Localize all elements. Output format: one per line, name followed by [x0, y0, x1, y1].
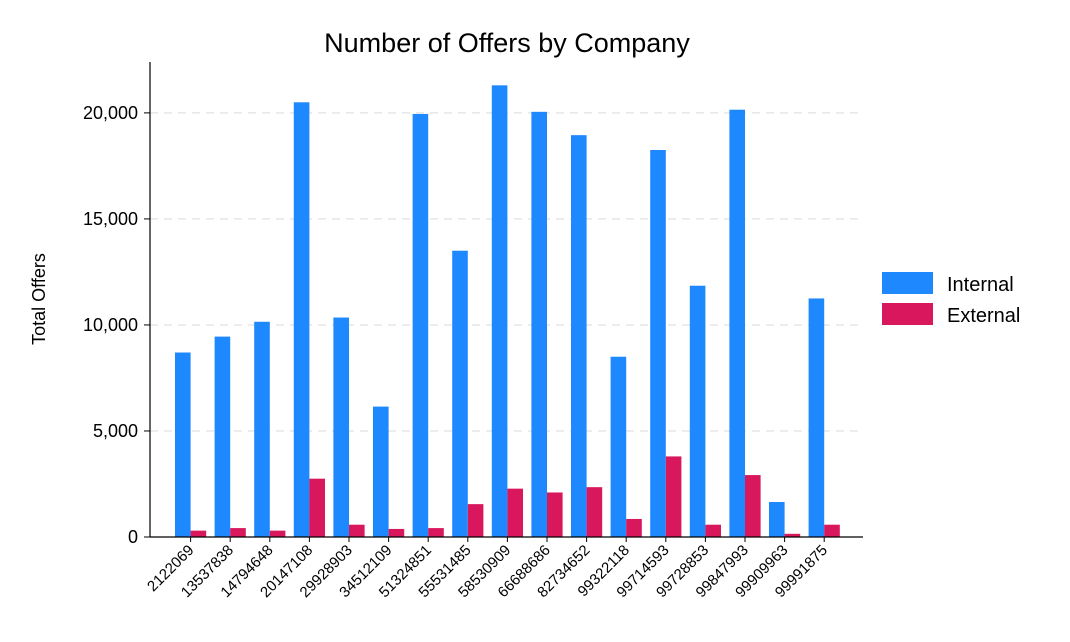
- bar-internal: [333, 317, 349, 537]
- bar-external: [586, 487, 603, 537]
- bar-external: [824, 524, 840, 537]
- bar-external: [665, 456, 682, 537]
- legend-label-external: External: [947, 305, 1020, 327]
- bar-external: [388, 528, 405, 537]
- bar-internal: [452, 250, 468, 538]
- bar-external: [349, 524, 365, 537]
- bar-internal: [373, 406, 389, 537]
- y-tick-label: 10,000: [83, 315, 138, 335]
- bar-internal: [531, 111, 547, 538]
- bar-internal: [610, 356, 627, 537]
- bar-external: [230, 528, 246, 537]
- bar-internal: [650, 150, 666, 537]
- bar-external: [467, 504, 484, 537]
- bar-internal: [214, 336, 231, 537]
- bar-external: [745, 475, 761, 537]
- bar-external: [190, 530, 207, 537]
- bar-internal: [689, 285, 706, 537]
- chart-title: Number of Offers by Company: [324, 28, 690, 58]
- bar-external: [507, 488, 523, 537]
- y-axis-label: Total Offers: [29, 253, 49, 345]
- bar-internal: [571, 135, 587, 537]
- bar-internal: [254, 321, 270, 537]
- legend-swatch-internal: [882, 272, 933, 294]
- bar-external: [428, 528, 444, 537]
- bar-internal: [175, 352, 191, 537]
- bar-external: [705, 524, 721, 537]
- y-tick-label: 20,000: [83, 103, 138, 123]
- bar-external: [784, 533, 801, 537]
- bar-external: [269, 530, 286, 537]
- bar-internal: [412, 113, 429, 537]
- bar-internal: [293, 102, 310, 538]
- bar-external: [309, 478, 325, 537]
- y-tick-label: 15,000: [83, 209, 138, 229]
- legend-label-internal: Internal: [947, 274, 1014, 296]
- bar-internal: [769, 502, 785, 537]
- y-tick-label: 0: [128, 527, 138, 547]
- bar-internal: [729, 109, 745, 538]
- legend: Internal External: [882, 272, 1020, 327]
- bar-internal: [808, 298, 825, 537]
- legend-swatch-external: [882, 303, 933, 325]
- bar-external: [626, 518, 642, 537]
- bars: [175, 85, 840, 538]
- bar-internal: [491, 85, 508, 537]
- bar-external: [547, 492, 563, 537]
- y-tick-label: 5,000: [93, 421, 138, 441]
